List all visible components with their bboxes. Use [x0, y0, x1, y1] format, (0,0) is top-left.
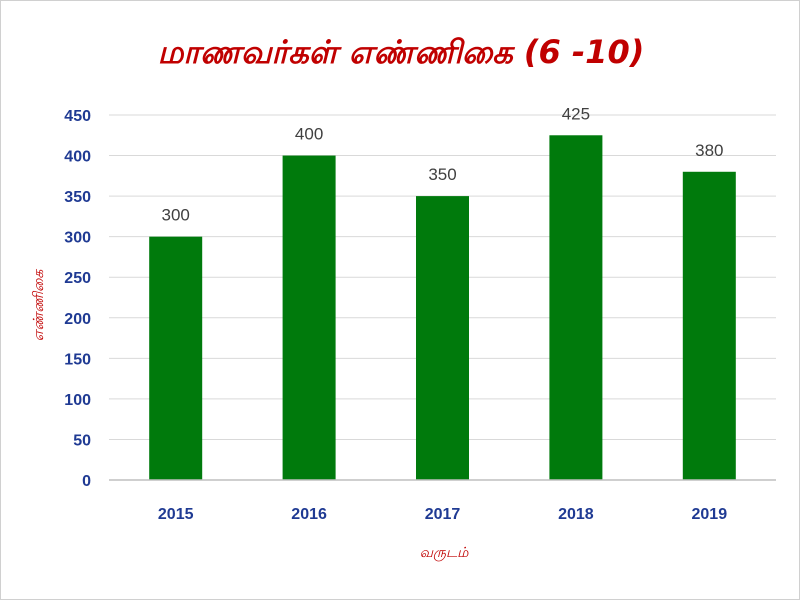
data-label: 380: [695, 141, 723, 160]
x-axis-label: வருடம்: [420, 545, 470, 562]
data-label: 425: [562, 104, 590, 123]
y-tick-label: 50: [73, 432, 91, 449]
y-tick-label: 200: [64, 311, 91, 328]
bar: [149, 236, 203, 480]
y-tick-label: 250: [64, 270, 91, 287]
bar: [549, 135, 603, 480]
bar: [682, 171, 736, 480]
y-tick-label: 350: [64, 189, 91, 206]
x-tick-label: 2019: [692, 506, 728, 523]
chart-title: மாணவர்கள் எண்ணிகை (6 -10): [158, 33, 645, 71]
y-tick-label: 450: [64, 108, 91, 125]
bar: [282, 155, 336, 481]
x-tick-label: 2015: [158, 506, 194, 523]
y-tick-label: 300: [64, 230, 91, 247]
data-label: 300: [162, 206, 190, 225]
bar: [416, 196, 469, 480]
x-tick-label: 2018: [558, 506, 594, 523]
bars: [149, 135, 736, 481]
y-tick-label: 100: [64, 392, 91, 409]
y-axis-ticks: 0 50 100 150 200 250 300 350 400 450: [64, 108, 91, 490]
data-labels: 300 400 350 425 380: [162, 104, 724, 224]
x-tick-label: 2017: [425, 506, 461, 523]
x-axis-ticks: 2015 2016 2017 2018 2019: [158, 506, 727, 523]
x-tick-label: 2016: [291, 506, 327, 523]
y-tick-label: 400: [64, 149, 91, 166]
y-tick-label: 0: [82, 473, 91, 490]
data-label: 400: [295, 125, 323, 144]
data-label: 350: [428, 165, 456, 184]
y-tick-label: 150: [64, 351, 91, 368]
y-axis-label: எண்ணிகை: [31, 269, 47, 342]
